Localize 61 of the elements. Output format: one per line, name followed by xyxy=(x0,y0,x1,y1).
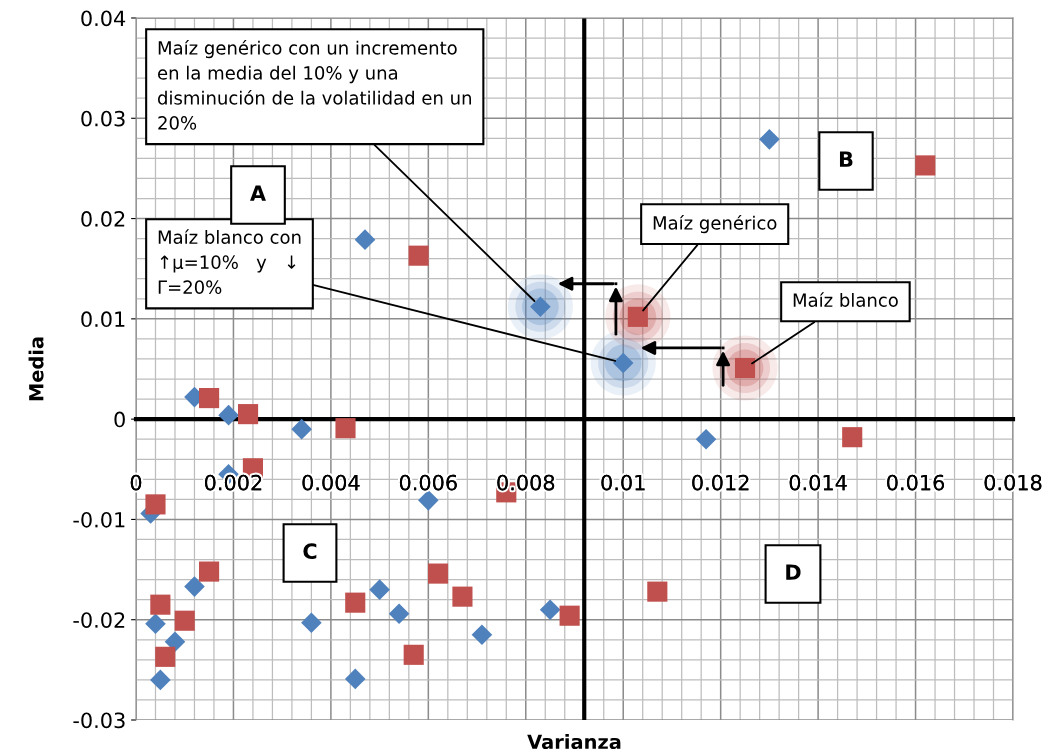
point xyxy=(408,245,429,266)
point xyxy=(354,229,376,250)
point xyxy=(335,418,356,439)
annotation: Maíz genérico con un incremento en la media del 10% y una disminución de la volatilidad en un 20% xyxy=(158,40,471,130)
x-tick-label: 0.018 xyxy=(984,474,1042,491)
y-tick-label: -0.01 xyxy=(73,511,125,528)
y-tick-label: 0.02 xyxy=(81,211,125,227)
point xyxy=(842,427,863,448)
point xyxy=(199,561,220,582)
point xyxy=(184,576,205,597)
point xyxy=(452,586,473,607)
point xyxy=(150,669,171,691)
point xyxy=(238,404,259,425)
point xyxy=(174,610,195,631)
point xyxy=(539,599,561,620)
point xyxy=(344,668,366,690)
annotation: Maíz blanco xyxy=(793,292,898,307)
y-tick-label: 0 xyxy=(114,411,125,428)
annotation: D xyxy=(786,564,801,580)
x-tick-label: 0.004 xyxy=(302,474,360,491)
annotation: A xyxy=(250,185,266,201)
point xyxy=(695,428,717,450)
point xyxy=(301,612,322,634)
point xyxy=(369,579,390,600)
point xyxy=(915,155,936,176)
x-tick-label: 0.01 xyxy=(601,474,645,491)
point xyxy=(345,592,366,613)
x-tick-label: 0.012 xyxy=(692,474,749,491)
y-axis-title: Media xyxy=(28,337,44,401)
x-tick-label: 0.002 xyxy=(205,474,262,491)
point xyxy=(155,646,176,667)
point xyxy=(559,605,580,626)
point xyxy=(145,613,166,635)
x-tick-label: 0.008 xyxy=(497,474,555,491)
y-tick-label: 0.04 xyxy=(81,10,126,27)
x-tick-label: 0 xyxy=(130,474,142,491)
x-tick-label: 0.016 xyxy=(887,474,945,491)
point xyxy=(403,644,424,665)
x-axis-title: Varianza xyxy=(527,734,621,750)
y-tick-label: 0.01 xyxy=(81,311,125,328)
point xyxy=(388,603,410,624)
y-tick-label: -0.03 xyxy=(73,712,125,729)
annotation: Maíz genérico xyxy=(653,215,777,234)
y-tick-label: 0.03 xyxy=(81,110,125,127)
point xyxy=(647,581,668,602)
annotation: Maíz blanco con ↑μ=10% y ↓ Γ=20% xyxy=(158,229,301,295)
point xyxy=(759,129,780,150)
point xyxy=(150,594,171,615)
point xyxy=(218,404,239,426)
point xyxy=(199,388,220,409)
annotation: C xyxy=(303,543,317,560)
point xyxy=(428,563,449,584)
point xyxy=(291,418,312,440)
point xyxy=(145,494,166,515)
point xyxy=(471,624,493,646)
x-tick-label: 0.006 xyxy=(399,474,457,491)
annotation: B xyxy=(839,151,853,167)
point xyxy=(164,631,186,653)
y-tick-label: -0.02 xyxy=(73,612,125,628)
point xyxy=(418,490,439,511)
x-tick-label: 0.014 xyxy=(789,474,847,491)
